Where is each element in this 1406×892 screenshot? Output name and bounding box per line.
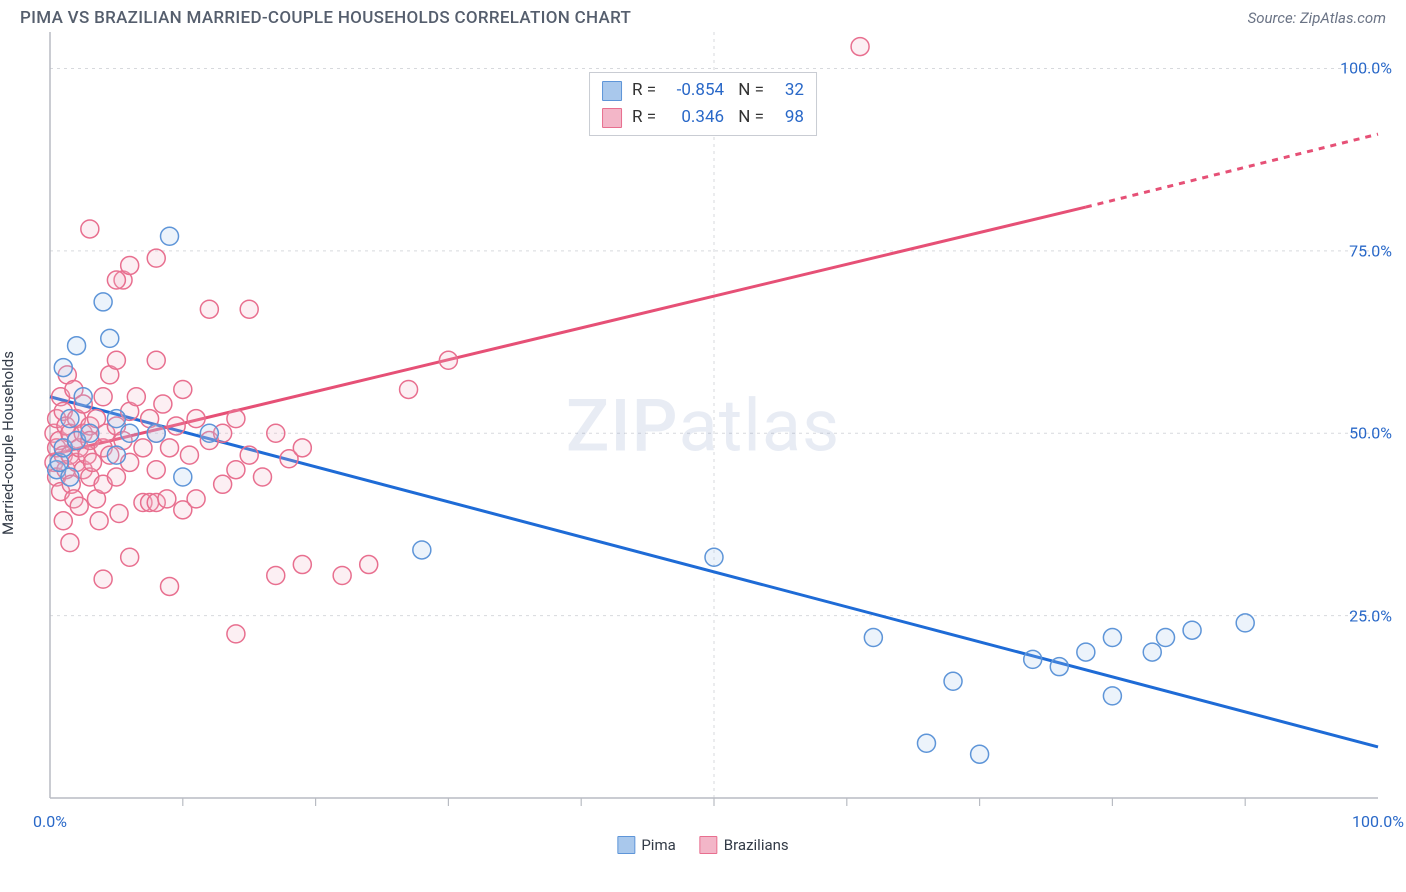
y-tick-label: 100.0%: [1340, 59, 1392, 78]
corr-row-pima: R =-0.854 N =32: [602, 77, 804, 104]
x-tick-label: 0.0%: [33, 812, 67, 831]
series-legend: Pima Brazilians: [617, 836, 788, 854]
scatter-plot: [0, 28, 1406, 858]
y-tick-label: 75.0%: [1349, 241, 1392, 260]
y-axis-label: Married-couple Households: [0, 351, 17, 535]
chart-container: Married-couple Households ZIPatlas 25.0%…: [0, 28, 1406, 858]
correlation-legend: R =-0.854 N =32 R =0.346 N =98: [589, 72, 817, 136]
source-attribution: Source: ZipAtlas.com: [1248, 9, 1386, 27]
chart-title: PIMA VS BRAZILIAN MARRIED-COUPLE HOUSEHO…: [20, 8, 631, 28]
y-tick-label: 50.0%: [1349, 424, 1392, 443]
legend-key-brazilians: Brazilians: [700, 836, 789, 854]
x-tick-label: 100.0%: [1352, 812, 1404, 831]
corr-row-brazilians: R =0.346 N =98: [602, 104, 804, 131]
legend-key-pima: Pima: [617, 836, 675, 854]
y-tick-label: 25.0%: [1349, 606, 1392, 625]
